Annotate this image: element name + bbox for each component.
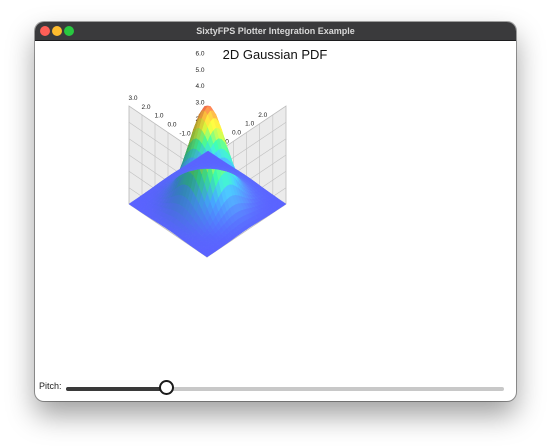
- y-tick-label: 2.0: [258, 112, 267, 119]
- plot-area: 2D Gaussian PDF-2.0-1.00.01.02.03.0-2.0-…: [35, 41, 516, 377]
- title-bar: SixtyFPS Plotter Integration Example: [35, 22, 516, 41]
- window-title: SixtyFPS Plotter Integration Example: [196, 26, 355, 36]
- x-tick-label: 3.0: [128, 95, 137, 102]
- pitch-control: Pitch:: [35, 377, 516, 401]
- z-tick-label: 6.0: [195, 51, 204, 58]
- surface-patch: [204, 150, 212, 155]
- chart-title: 2D Gaussian PDF: [223, 47, 328, 62]
- surface: [128, 105, 287, 258]
- pitch-slider-fill: [66, 387, 167, 391]
- y-tick-label: 0.0: [232, 130, 241, 137]
- app-window: SixtyFPS Plotter Integration Example 2D …: [35, 22, 516, 401]
- z-tick-label: 4.0: [195, 83, 204, 90]
- x-tick-label: 1.0: [154, 113, 163, 120]
- z-tick-label: 3.0: [195, 100, 204, 107]
- gaussian-surface-chart: 2D Gaussian PDF-2.0-1.00.01.02.03.0-2.0-…: [128, 47, 328, 258]
- minimize-window-button[interactable]: [52, 26, 62, 36]
- pitch-slider-handle[interactable]: [159, 380, 175, 395]
- x-tick-label: 2.0: [141, 104, 150, 111]
- pitch-label: Pitch:: [39, 381, 62, 391]
- close-window-button[interactable]: [40, 26, 50, 36]
- x-tick-label: 0.0: [167, 122, 176, 129]
- x-tick-label: -1.0: [179, 130, 191, 137]
- maximize-window-button[interactable]: [64, 26, 74, 36]
- z-tick-label: 5.0: [195, 67, 204, 74]
- y-tick-label: 1.0: [245, 121, 254, 128]
- pitch-slider[interactable]: [66, 387, 504, 391]
